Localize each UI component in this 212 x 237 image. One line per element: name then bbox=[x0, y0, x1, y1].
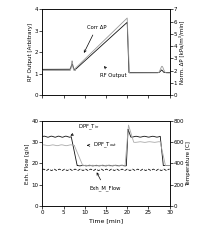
Text: RF Output: RF Output bbox=[100, 67, 126, 78]
Y-axis label: Temperature [C]: Temperature [C] bbox=[186, 141, 191, 186]
Text: DPF_T$_{out}$: DPF_T$_{out}$ bbox=[88, 141, 118, 150]
Text: Corr ΔP: Corr ΔP bbox=[84, 25, 106, 52]
X-axis label: Time [min]: Time [min] bbox=[89, 218, 123, 223]
Y-axis label: Norm. ΔP [kPa/m³/min]: Norm. ΔP [kPa/m³/min] bbox=[179, 20, 184, 84]
Y-axis label: RF Output [Arbitrary]: RF Output [Arbitrary] bbox=[28, 23, 33, 81]
Y-axis label: Exh. Flow [g/s]: Exh. Flow [g/s] bbox=[25, 143, 30, 184]
Text: DPF_T$_{in}$: DPF_T$_{in}$ bbox=[71, 123, 100, 135]
Text: Exh_M_Flow: Exh_M_Flow bbox=[89, 173, 120, 191]
